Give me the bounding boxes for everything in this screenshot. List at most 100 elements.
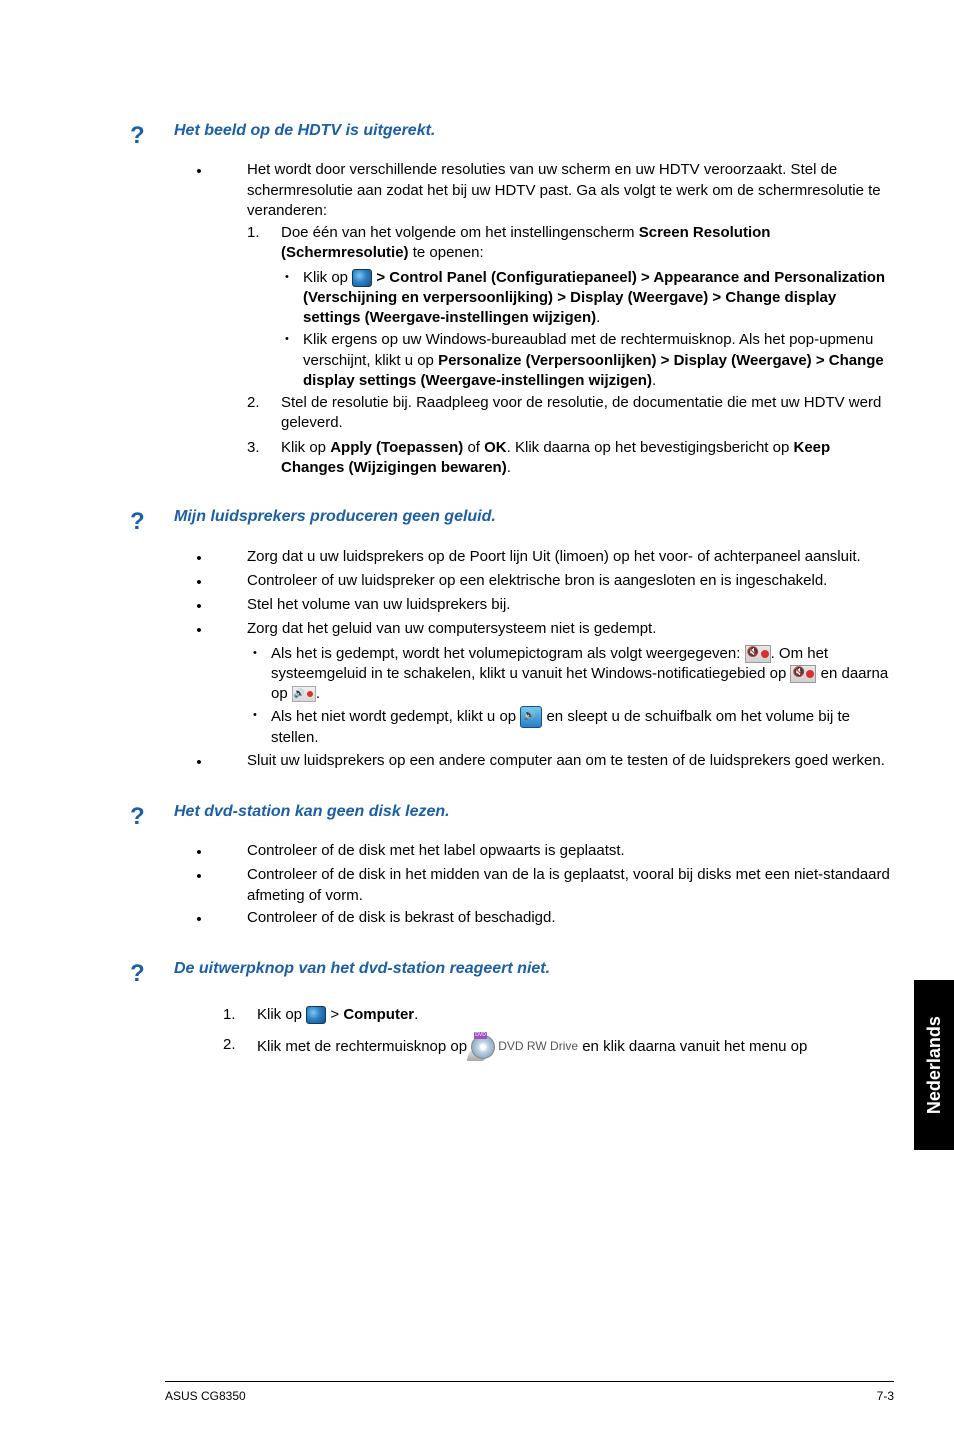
section-content: 1. Klik op > Computer. 2. Klik met de re… bbox=[185, 1005, 894, 1059]
language-tab: Nederlands bbox=[914, 980, 954, 1150]
sub-bullet-text: Als het is gedempt, wordt het volumepict… bbox=[271, 644, 894, 705]
bullet-item: • Controleer of de disk in het midden va… bbox=[185, 865, 894, 906]
footer-page-number: 7-3 bbox=[877, 1388, 894, 1404]
text-run: Doe één van het volgende om het instelli… bbox=[281, 224, 639, 241]
text-run: > bbox=[326, 1006, 343, 1023]
step-text: Klik op Apply (Toepassen) of OK. Klik da… bbox=[281, 438, 894, 479]
text-run: Klik op bbox=[281, 439, 330, 456]
step-text: Klik met de rechtermuisknop op DVD RW Dr… bbox=[257, 1035, 894, 1059]
section-content: • Zorg dat u uw luidsprekers op de Poort… bbox=[185, 547, 894, 773]
bold-text: > Control Panel (Configuratiepaneel) > A… bbox=[303, 269, 885, 327]
question-mark-icon: ? bbox=[130, 958, 150, 990]
bold-text: OK bbox=[484, 439, 507, 456]
sub-bullet-text: Klik op > Control Panel (Configuratiepan… bbox=[303, 268, 894, 329]
page-footer: ASUS CG8350 7-3 bbox=[165, 1381, 894, 1404]
text-run: Klik op bbox=[303, 269, 352, 286]
bullet-icon: • bbox=[185, 547, 213, 569]
dvd-drive-icon: DVD RW Drive bbox=[471, 1035, 578, 1059]
step-text: Stel de resolutie bij. Raadpleeg voor de… bbox=[281, 393, 894, 434]
bullet-text: Sluit uw luidsprekers op een andere comp… bbox=[247, 751, 894, 771]
section-title: De uitwerpknop van het dvd-station reage… bbox=[174, 958, 550, 980]
bullet-text: Controleer of de disk met het label opwa… bbox=[247, 841, 894, 861]
numbered-step: 2. Stel de resolutie bij. Raadpleeg voor… bbox=[247, 393, 894, 434]
text-run: Als het is gedempt, wordt het volumepict… bbox=[271, 645, 745, 662]
text-run: Klik op bbox=[257, 1006, 306, 1023]
faq-section-dvd-eject: ? De uitwerpknop van het dvd-station rea… bbox=[165, 958, 894, 1059]
bullet-text: Controleer of de disk is bekrast of besc… bbox=[247, 908, 894, 928]
sub-bullet-text: Klik ergens op uw Windows-bureaublad met… bbox=[303, 330, 894, 391]
footer-product: ASUS CG8350 bbox=[165, 1388, 246, 1404]
faq-section-dvd-read: ? Het dvd-station kan geen disk lezen. •… bbox=[165, 801, 894, 930]
bullet-text: Controleer of de disk in het midden van … bbox=[247, 865, 894, 906]
bullet-icon: • bbox=[285, 330, 303, 347]
bold-text: Apply (Toepassen) bbox=[330, 439, 463, 456]
bullet-icon: • bbox=[253, 706, 271, 723]
faq-section-hdtv: ? Het beeld op de HDTV is uitgerekt. • H… bbox=[165, 120, 894, 478]
page-content: ? Het beeld op de HDTV is uitgerekt. • H… bbox=[0, 0, 954, 1438]
language-label: Nederlands bbox=[922, 1016, 946, 1114]
step-number: 2. bbox=[223, 1035, 257, 1055]
bullet-item: • Sluit uw luidsprekers op een andere co… bbox=[185, 751, 894, 773]
sub-bullet: • Klik op > Control Panel (Configuratiep… bbox=[285, 268, 894, 329]
bullet-icon: • bbox=[185, 908, 213, 930]
bullet-text: Het wordt door verschillende resoluties … bbox=[247, 160, 894, 221]
text-run: en klik daarna vanuit het menu op bbox=[578, 1038, 807, 1055]
step-text: Doe één van het volgende om het instelli… bbox=[281, 223, 894, 264]
bullet-text: Controleer of uw luidspreker op een elek… bbox=[247, 571, 894, 591]
bullet-item: • Controleer of de disk is bekrast of be… bbox=[185, 908, 894, 930]
sub-bullet-text: Als het niet wordt gedempt, klikt u op e… bbox=[271, 706, 894, 748]
sub-bullet: • Klik ergens op uw Windows-bureaublad m… bbox=[285, 330, 894, 391]
question-mark-icon: ? bbox=[130, 120, 150, 152]
step-text: Klik op > Computer. bbox=[257, 1005, 894, 1025]
numbered-step: 3. Klik op Apply (Toepassen) of OK. Klik… bbox=[247, 438, 894, 479]
step-number: 3. bbox=[247, 438, 281, 458]
section-title: Mijn luidsprekers produceren geen geluid… bbox=[174, 506, 496, 528]
volume-on-icon bbox=[520, 706, 542, 728]
bullet-text: Stel het volume van uw luidsprekers bij. bbox=[247, 595, 894, 615]
drive-label: DVD RW Drive bbox=[498, 1039, 578, 1053]
bullet-item: • Controleer of de disk met het label op… bbox=[185, 841, 894, 863]
bullet-item: • Zorg dat het geluid van uw computersys… bbox=[185, 619, 894, 641]
bullet-text: Zorg dat het geluid van uw computersyste… bbox=[247, 619, 894, 639]
bullet-icon: • bbox=[253, 644, 271, 661]
numbered-step: 1. Doe één van het volgende om het inste… bbox=[247, 223, 894, 264]
bold-text: Computer bbox=[343, 1006, 414, 1023]
volume-muted-tray-icon bbox=[790, 665, 816, 683]
sub-bullet: • Als het is gedempt, wordt het volumepi… bbox=[253, 644, 894, 705]
section-title: Het dvd-station kan geen disk lezen. bbox=[174, 801, 450, 823]
numbered-step: 1. Klik op > Computer. bbox=[223, 1005, 894, 1025]
bullet-item: • Zorg dat u uw luidsprekers op de Poort… bbox=[185, 547, 894, 569]
windows-start-icon bbox=[306, 1006, 326, 1024]
section-content: • Controleer of de disk met het label op… bbox=[185, 841, 894, 930]
faq-section-speakers: ? Mijn luidsprekers produceren geen gelu… bbox=[165, 506, 894, 773]
bullet-icon: • bbox=[185, 841, 213, 863]
section-header: ? De uitwerpknop van het dvd-station rea… bbox=[165, 958, 894, 990]
section-title: Het beeld op de HDTV is uitgerekt. bbox=[174, 120, 435, 142]
text-run: Als het niet wordt gedempt, klikt u op bbox=[271, 708, 520, 725]
step-number: 1. bbox=[223, 1005, 257, 1025]
windows-start-icon bbox=[352, 269, 372, 287]
section-header: ? Mijn luidsprekers produceren geen gelu… bbox=[165, 506, 894, 538]
question-mark-icon: ? bbox=[130, 506, 150, 538]
section-header: ? Het beeld op de HDTV is uitgerekt. bbox=[165, 120, 894, 152]
volume-mixer-icon bbox=[292, 686, 316, 702]
sub-bullet: • Als het niet wordt gedempt, klikt u op… bbox=[253, 706, 894, 748]
volume-muted-icon bbox=[745, 645, 771, 663]
step-number: 1. bbox=[247, 223, 281, 243]
bullet-icon: • bbox=[185, 571, 213, 593]
bullet-item: • Stel het volume van uw luidsprekers bi… bbox=[185, 595, 894, 617]
question-mark-icon: ? bbox=[130, 801, 150, 833]
bullet-text: Zorg dat u uw luidsprekers op de Poort l… bbox=[247, 547, 894, 567]
bullet-icon: • bbox=[185, 160, 213, 182]
bullet-icon: • bbox=[185, 619, 213, 641]
text-run: te openen: bbox=[409, 244, 484, 261]
bullet-icon: • bbox=[185, 751, 213, 773]
section-header: ? Het dvd-station kan geen disk lezen. bbox=[165, 801, 894, 833]
text-run: of bbox=[463, 439, 484, 456]
disc-icon bbox=[471, 1035, 495, 1059]
bullet-icon: • bbox=[185, 865, 213, 887]
numbered-step: 2. Klik met de rechtermuisknop op DVD RW… bbox=[223, 1035, 894, 1059]
text-run: . Klik daarna op het bevestigingsbericht… bbox=[507, 439, 794, 456]
bullet-item: • Het wordt door verschillende resolutie… bbox=[185, 160, 894, 221]
section-content: • Het wordt door verschillende resolutie… bbox=[185, 160, 894, 478]
